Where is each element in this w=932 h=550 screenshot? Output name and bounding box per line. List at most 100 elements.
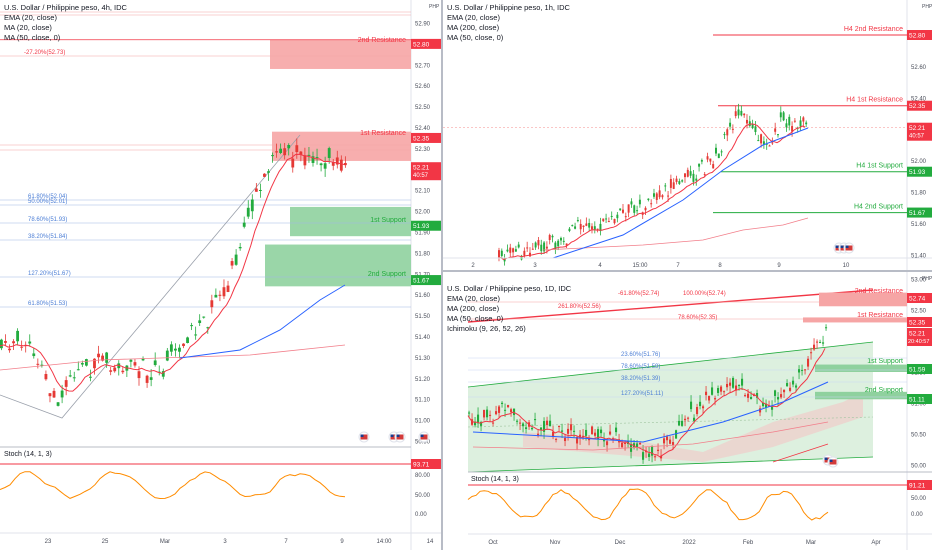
legend-ma50[interactable]: MA (50, close, 0) <box>447 314 504 323</box>
candle-1h <box>610 215 613 217</box>
y-tick: 52.60 <box>911 65 927 71</box>
candle-4h <box>291 158 295 168</box>
legend-ma20[interactable]: MA (20, close) <box>4 23 52 32</box>
tag-s2-bg <box>411 275 441 286</box>
candle-1d <box>687 417 690 419</box>
candle-1h <box>554 242 557 250</box>
candle-4h <box>246 207 250 217</box>
candle-1h <box>616 214 619 219</box>
candle-1d <box>477 414 480 424</box>
y-tick: 51.30 <box>415 356 431 362</box>
candle-1d <box>588 438 591 441</box>
candle-1h <box>560 237 562 241</box>
fib-label: 100.00%(52.74) <box>683 291 726 297</box>
candle-1h <box>509 247 512 253</box>
stoch-1d-title[interactable]: Stoch (14, 1, 3) <box>471 476 519 483</box>
candle-1h <box>731 128 734 130</box>
candle-1d <box>540 427 543 430</box>
candle-1h <box>517 244 520 248</box>
chart-1h-canvas[interactable]: 52.8052.6052.4052.2052.0051.8051.6051.40… <box>443 0 932 270</box>
pane-divider-horizontal[interactable] <box>443 270 932 272</box>
ma50-line <box>552 127 809 259</box>
candle-4h <box>287 145 291 149</box>
candle-1h <box>684 173 686 178</box>
candle-1d <box>510 409 513 413</box>
resistance-zone-2[interactable] <box>819 292 907 307</box>
candle-1h <box>591 226 593 230</box>
candle-4h <box>331 161 335 166</box>
ma200-line <box>0 344 346 371</box>
support-zone-1[interactable] <box>815 364 907 372</box>
support-zone-2[interactable] <box>815 391 907 400</box>
channel-top <box>467 341 874 388</box>
legend-ma200[interactable]: MA (200, close) <box>447 23 500 32</box>
candle-1d <box>756 393 759 398</box>
y-tick: 51.00 <box>911 402 927 408</box>
candle-1d <box>819 341 822 343</box>
candle-1d <box>810 352 813 354</box>
candle-1d <box>825 327 828 329</box>
chart-4h-canvas[interactable]: 52.9052.8052.7052.6052.5052.4052.3052.20… <box>0 0 441 550</box>
legend-ema[interactable]: EMA (20, close) <box>447 294 500 303</box>
chart-1d-pane[interactable]: 53.0052.5052.0051.5051.0050.5050.00PHP2n… <box>443 272 932 550</box>
candle-1d <box>675 430 678 439</box>
candle-1d <box>582 435 585 437</box>
candle-4h <box>335 157 339 165</box>
candle-1d <box>609 431 612 435</box>
legend-ema[interactable]: EMA (20, close) <box>447 13 500 22</box>
support-zone-1[interactable] <box>290 206 411 237</box>
candle-1d <box>732 377 735 388</box>
candle-1d <box>786 383 789 387</box>
candle-1h <box>576 220 579 222</box>
price-axis-4h[interactable] <box>411 0 441 550</box>
x-tick: Apr <box>871 540 880 546</box>
legend-ema[interactable]: EMA (20, close) <box>4 13 57 22</box>
chart-4h-pane[interactable]: 52.9052.8052.7052.6052.5052.4052.3052.20… <box>0 0 441 550</box>
fib-label: 261.80%(52.56) <box>558 304 601 310</box>
y-tick: 51.00 <box>415 419 431 425</box>
ma200-line <box>542 217 809 251</box>
candle-4h <box>153 360 157 366</box>
candle-1h <box>777 134 779 136</box>
candle-1h <box>681 180 684 182</box>
fib-trend-line[interactable] <box>0 134 301 419</box>
candle-1d <box>504 409 507 411</box>
tag-s2-bg <box>907 207 932 218</box>
candle-1h <box>585 223 588 226</box>
tag-s2-bg <box>907 394 932 404</box>
r2-label: 2nd Resistance <box>855 288 903 295</box>
candle-1h <box>737 109 740 116</box>
x-tick: Mar <box>160 539 170 545</box>
candle-1d <box>813 344 816 350</box>
candle-1d <box>714 398 717 400</box>
resistance-zone-1[interactable] <box>803 317 907 323</box>
legend-ma50[interactable]: MA (50, close, 0) <box>4 33 61 42</box>
resistance-zone-2[interactable] <box>270 39 411 69</box>
candle-1h <box>650 203 653 205</box>
pane-divider-vertical[interactable] <box>441 0 443 550</box>
candle-1d <box>717 388 720 393</box>
candle-1h <box>571 225 574 227</box>
candle-4h <box>198 320 202 324</box>
candle-1d <box>780 394 783 398</box>
chart-1d-canvas[interactable]: 53.0052.5052.0051.5051.0050.5050.00PHP2n… <box>443 272 932 550</box>
candle-4h <box>105 352 109 363</box>
legend-ichimoku[interactable]: Ichimoku (9, 26, 52, 26) <box>447 324 526 333</box>
chart-1d-title: U.S. Dollar / Philippine peso, 1D, IDC <box>447 284 572 293</box>
chart-1h-pane[interactable]: 52.8052.6052.4052.2052.0051.8051.6051.40… <box>443 0 932 270</box>
support-zone-2[interactable] <box>265 244 411 287</box>
candle-4h <box>169 344 173 352</box>
candle-1d <box>720 386 723 392</box>
candle-4h <box>93 358 96 369</box>
candle-1d <box>594 432 597 436</box>
trend-resistance[interactable] <box>467 289 874 323</box>
legend-ma50[interactable]: MA (50, close, 0) <box>447 33 504 42</box>
stoch-tick: 0.00 <box>415 512 427 518</box>
stoch-tick: 50.00 <box>415 493 431 499</box>
stoch-4h-title[interactable]: Stoch (14, 1, 3) <box>4 451 52 458</box>
candle-4h <box>327 148 331 159</box>
legend-ma200[interactable]: MA (200, close) <box>447 304 500 313</box>
y-tick: 52.00 <box>911 159 927 165</box>
x-tick: Mar <box>806 540 816 546</box>
candle-4h <box>60 390 64 398</box>
